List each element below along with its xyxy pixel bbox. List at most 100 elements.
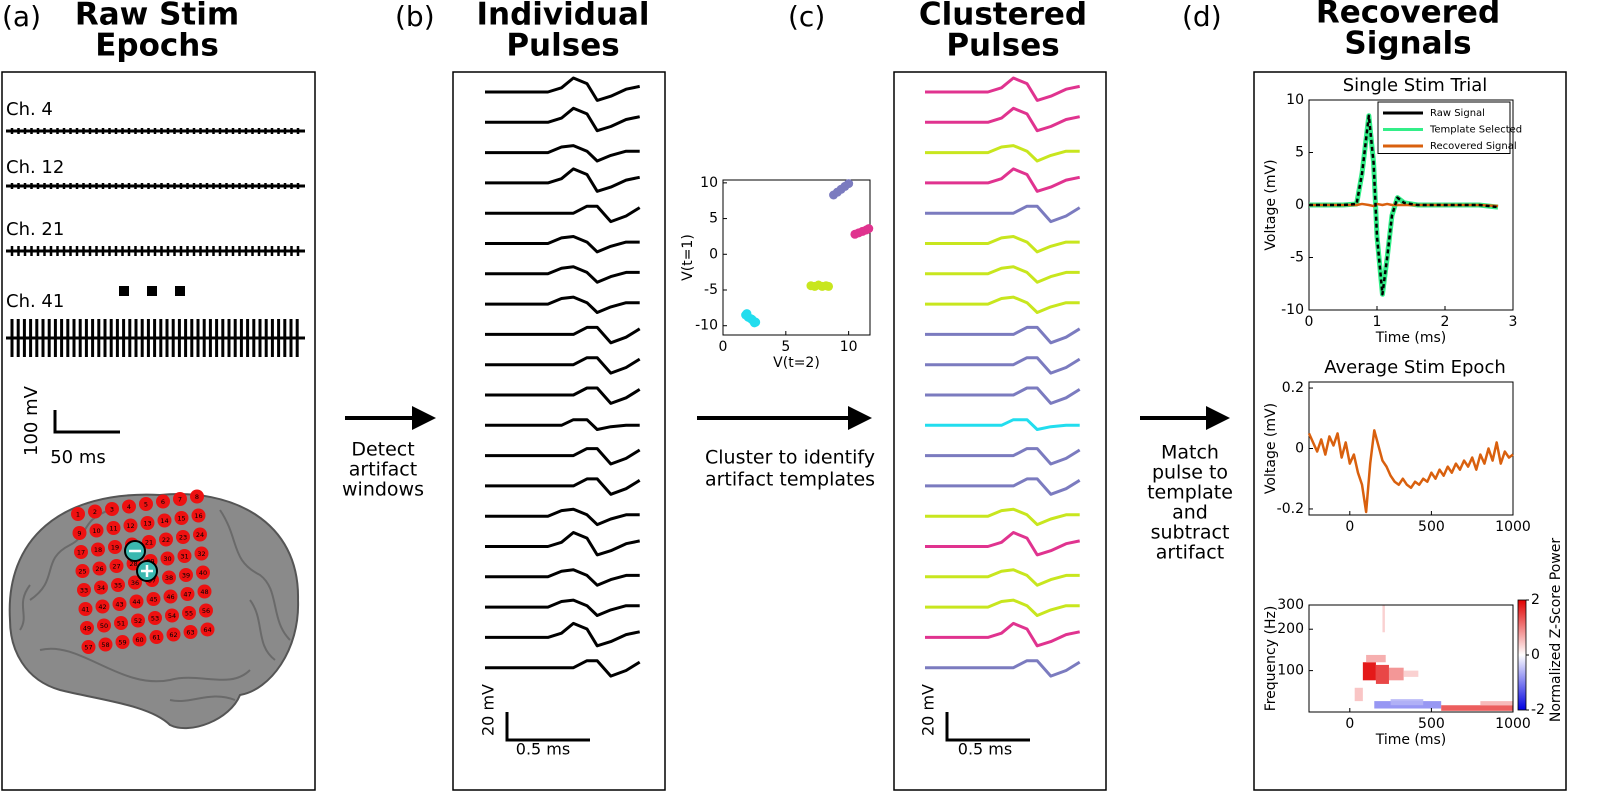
x-tick-label: 3	[1509, 314, 1518, 330]
y-tick-label: 0	[1295, 197, 1304, 213]
electrode-label: 35	[114, 582, 122, 590]
electrode-label: 63	[186, 629, 194, 637]
electrode	[160, 551, 175, 566]
electrode	[111, 578, 125, 592]
electrode-label: 14	[160, 517, 168, 525]
electrode-label: 16	[194, 512, 202, 520]
x-axis-label: Time (ms)	[1375, 330, 1447, 346]
plot-frame	[1308, 604, 1514, 713]
x-tick-label: 1000	[1495, 716, 1531, 732]
pulse	[925, 167, 1081, 193]
electrode-label: 50	[100, 622, 108, 630]
panel-letter: (b)	[395, 0, 435, 33]
x-tick-label: 1000	[1495, 519, 1531, 535]
pulse	[925, 621, 1081, 648]
electrode	[165, 608, 179, 623]
heat-cell	[1388, 667, 1404, 681]
electrode-label: 18	[94, 546, 102, 554]
panel-title: Clustered	[919, 0, 1087, 33]
electrode-label: 10	[92, 527, 100, 535]
electrode	[78, 602, 93, 616]
x-tick-label: 5	[781, 339, 790, 355]
electrode-label: 46	[166, 593, 174, 601]
plot-frame	[722, 179, 871, 336]
panel-a-frame	[1, 71, 316, 791]
electrode	[106, 521, 121, 535]
legend-label: Raw Signal	[1430, 108, 1485, 119]
x-axis-label: V(t=2)	[773, 355, 820, 371]
electrode-label: 34	[97, 584, 105, 592]
electrode-label: 7	[178, 496, 182, 504]
y-tick-label: 300	[1277, 597, 1304, 613]
channel-label: Ch. 41	[6, 291, 64, 312]
electrode-label: 28	[129, 560, 137, 568]
scale-label: 50 ms	[50, 447, 106, 468]
electrode	[115, 635, 130, 649]
electrode-label: 56	[202, 607, 210, 615]
channel-label: Ch. 21	[6, 219, 64, 240]
heat-cell	[1441, 705, 1513, 711]
x-tick-label: 500	[1418, 716, 1445, 732]
y-tick-label: 0	[1295, 441, 1304, 457]
electrode-label: 41	[81, 606, 89, 614]
electrode	[123, 518, 138, 533]
electrode-label: 58	[101, 641, 109, 649]
electrode-label: 24	[196, 531, 204, 539]
electrode-label: 9	[77, 530, 81, 538]
electrode-label: 15	[177, 515, 185, 523]
heat-cell	[1366, 654, 1386, 663]
scatter-point	[749, 318, 759, 328]
x-tick-label: 0	[1305, 314, 1314, 330]
stim-electrodes	[124, 540, 158, 582]
electrode	[129, 594, 144, 609]
heat-cell	[1403, 670, 1419, 677]
electrode	[140, 516, 155, 530]
electrode	[95, 599, 110, 614]
series-line	[1309, 114, 1499, 296]
electrode-label: 21	[145, 539, 153, 547]
electrode-label: 57	[84, 644, 92, 652]
pulse	[925, 418, 1080, 431]
panel-title: Recovered	[1316, 0, 1500, 31]
electrode-label: 5	[144, 501, 148, 509]
electrode	[139, 497, 153, 511]
x-tick-label: 0	[719, 339, 728, 355]
electrode-label: 61	[152, 634, 160, 642]
electrode	[91, 542, 105, 557]
pulse	[485, 235, 640, 254]
electrode	[146, 592, 161, 606]
electrode-label: 33	[80, 587, 88, 595]
electrode	[122, 499, 136, 514]
electrode	[183, 625, 198, 639]
pulse	[485, 265, 640, 284]
electrode	[94, 580, 108, 595]
pulse	[925, 76, 1081, 102]
arrow-text: Cluster to identify	[705, 447, 875, 469]
x-tick-label: 10	[840, 339, 858, 355]
pulse	[925, 507, 1080, 527]
y-tick-label: 200	[1277, 621, 1304, 637]
heat-cell	[1382, 605, 1385, 633]
pulse	[485, 659, 641, 678]
electrode-label: 54	[168, 612, 176, 620]
dot	[175, 286, 185, 296]
y-tick-label: -5	[704, 282, 718, 298]
arrow-head	[848, 406, 872, 430]
electrode-label: 6	[161, 498, 165, 506]
pulse	[485, 477, 641, 496]
electrode-label: 62	[169, 631, 177, 639]
heat-cell	[1375, 664, 1389, 684]
electrode-label: 51	[117, 620, 125, 628]
electrode	[77, 583, 91, 597]
scale-label: 0.5 ms	[958, 740, 1012, 759]
pulse	[925, 265, 1080, 284]
scale-label: 0.5 ms	[516, 740, 570, 759]
scatter-point	[864, 224, 874, 234]
pulse	[925, 447, 1081, 466]
ellipsis	[119, 286, 185, 296]
x-axis-label: Time (ms)	[1375, 732, 1447, 748]
electrode	[199, 603, 213, 618]
legend-label: Recovered Signal	[1430, 141, 1517, 152]
colorbar	[1517, 599, 1527, 711]
y-tick-label: -10	[695, 318, 718, 334]
